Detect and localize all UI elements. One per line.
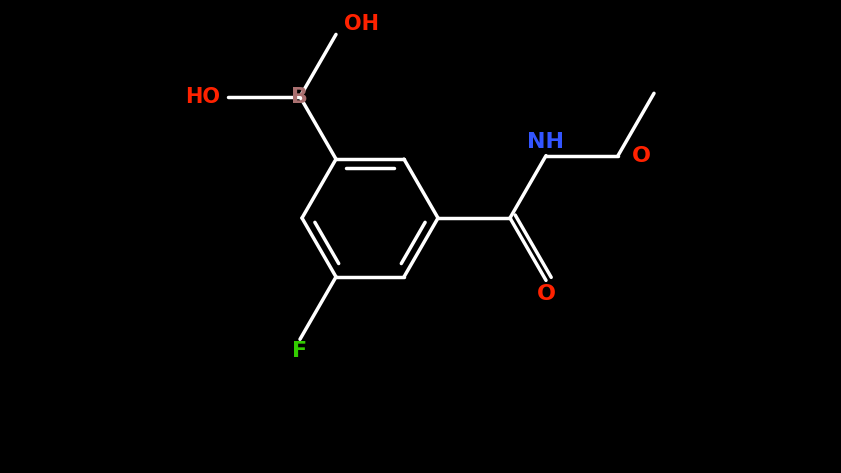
Text: O: O: [537, 284, 556, 304]
Text: OH: OH: [344, 14, 379, 35]
Text: HO: HO: [185, 87, 220, 107]
Text: B: B: [292, 87, 309, 107]
Text: F: F: [293, 341, 308, 361]
Text: O: O: [632, 146, 651, 166]
Text: NH: NH: [527, 131, 564, 152]
